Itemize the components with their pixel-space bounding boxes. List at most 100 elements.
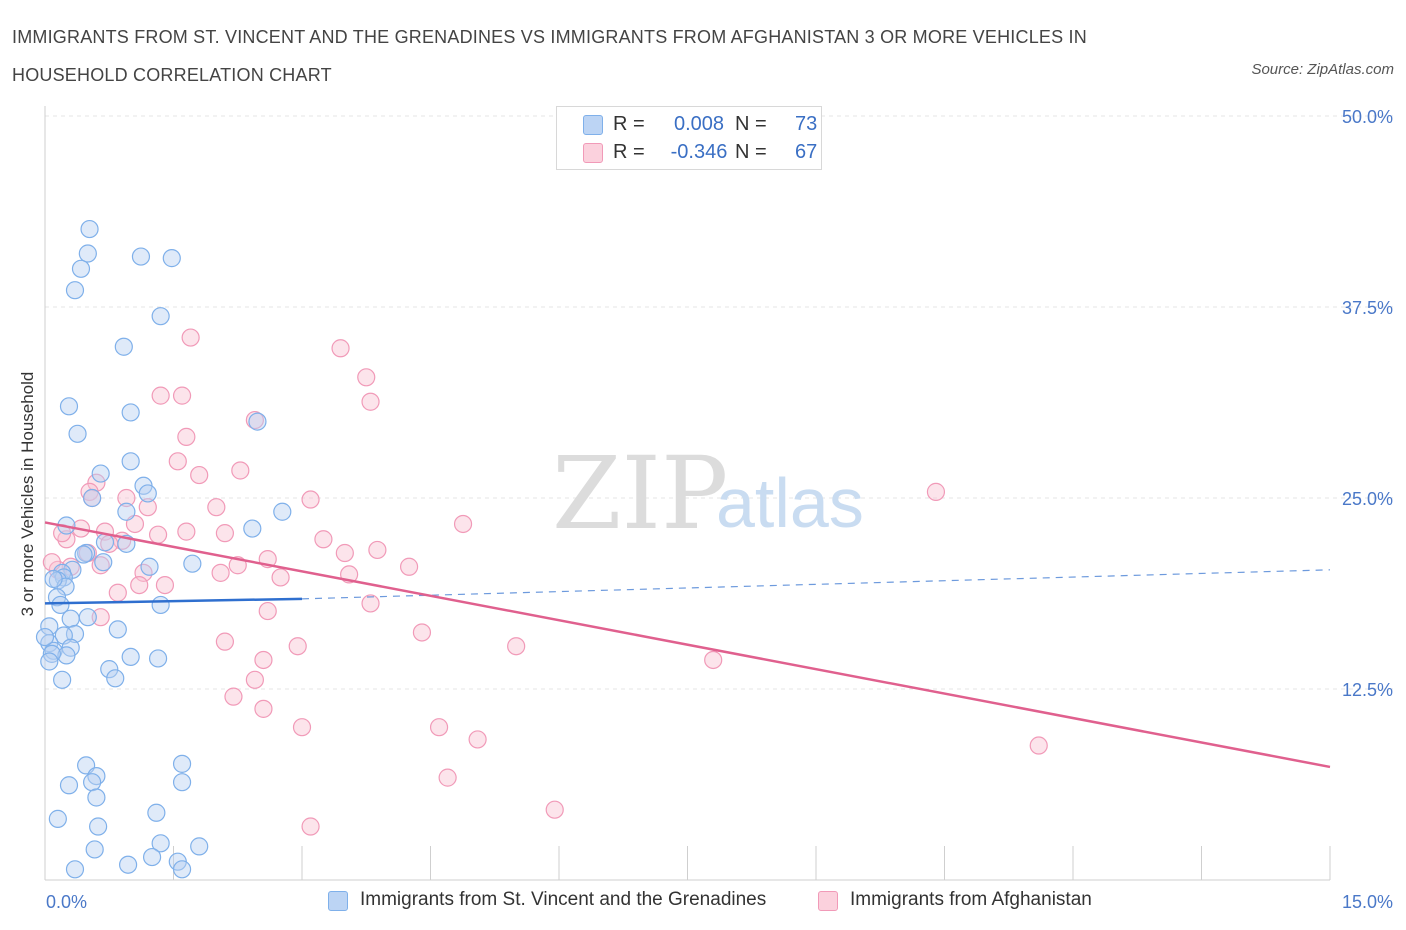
- data-point: [288, 637, 307, 656]
- data-point: [453, 514, 473, 534]
- data-point: [254, 699, 273, 718]
- data-point: [89, 817, 108, 836]
- data-point: [207, 498, 226, 517]
- legend-swatch-blue: [328, 891, 348, 911]
- y-tick-label: 12.5%: [1342, 680, 1393, 700]
- data-point: [172, 773, 192, 792]
- data-point: [215, 632, 234, 651]
- data-point: [183, 554, 202, 573]
- data-point: [545, 800, 564, 819]
- data-point: [181, 328, 200, 347]
- data-point: [44, 569, 63, 589]
- data-point: [121, 452, 140, 471]
- data-point: [140, 557, 159, 576]
- data-point: [74, 545, 93, 564]
- data-point: [83, 488, 102, 508]
- data-point: [1029, 736, 1048, 755]
- data-point: [148, 649, 168, 668]
- data-point: [85, 840, 104, 859]
- data-point: [59, 397, 79, 416]
- trend-line-st-vincent-extension: [301, 569, 1331, 600]
- data-point: [91, 608, 110, 627]
- y-axis-label: 3 or more Vehicles in Household: [18, 372, 37, 617]
- legend-swatch-pink: [818, 891, 838, 911]
- data-point: [190, 465, 209, 485]
- legend-n-label: N =: [735, 141, 767, 163]
- data-point: [68, 424, 87, 443]
- legend-n-value: 67: [795, 141, 818, 163]
- data-point: [211, 563, 230, 582]
- legend-n-value: 73: [795, 113, 818, 135]
- data-point: [147, 803, 166, 822]
- legend-n-label: N =: [735, 113, 767, 135]
- data-point: [172, 754, 192, 773]
- data-point: [155, 575, 175, 595]
- trend-line-st-vincent: [44, 597, 303, 605]
- data-point: [95, 533, 115, 552]
- grid-lines: [45, 115, 1395, 690]
- data-point: [35, 627, 55, 647]
- x-tick-label: 15.0%: [1342, 892, 1393, 912]
- series-afghanistan-points: [42, 328, 1048, 836]
- data-point: [314, 530, 333, 549]
- data-point: [130, 575, 149, 595]
- data-point: [131, 247, 151, 266]
- data-point: [53, 670, 72, 689]
- data-point: [245, 670, 264, 689]
- data-point: [926, 482, 946, 501]
- x-tick-label: 0.0%: [46, 892, 87, 912]
- data-point: [507, 637, 526, 656]
- legend-r-label: R =: [613, 113, 645, 135]
- data-point: [190, 837, 209, 856]
- data-point: [151, 834, 170, 853]
- data-point: [71, 259, 91, 278]
- data-point: [121, 403, 140, 422]
- data-point: [57, 646, 76, 665]
- data-point: [177, 522, 196, 541]
- data-point: [61, 609, 80, 628]
- data-point: [168, 452, 187, 471]
- data-point: [138, 498, 157, 517]
- data-point: [94, 553, 113, 572]
- data-point: [117, 502, 136, 521]
- data-point: [438, 768, 457, 787]
- data-point: [258, 601, 277, 621]
- data-point: [224, 687, 243, 706]
- legend-r-value: -0.346: [670, 141, 728, 163]
- axes: [44, 106, 1331, 881]
- data-point: [59, 776, 79, 795]
- data-point: [48, 809, 67, 828]
- data-point: [331, 339, 350, 358]
- data-point: [357, 368, 376, 387]
- legend-swatch-blue: [583, 115, 603, 135]
- data-point: [151, 386, 170, 405]
- data-point: [301, 817, 320, 836]
- data-point: [40, 652, 59, 671]
- data-point: [273, 502, 292, 521]
- data-point: [172, 860, 192, 879]
- chart-title: IMMIGRANTS FROM ST. VINCENT AND THE GREN…: [12, 27, 1087, 85]
- data-point: [114, 337, 133, 356]
- data-point: [271, 568, 290, 587]
- data-point: [231, 461, 250, 480]
- data-point: [172, 386, 192, 405]
- data-point: [468, 730, 487, 749]
- data-point: [138, 484, 157, 503]
- data-point: [301, 490, 320, 509]
- legend-r-label: R =: [613, 141, 645, 163]
- data-point: [429, 718, 449, 737]
- data-point: [108, 620, 127, 639]
- data-point: [151, 307, 170, 326]
- data-point: [148, 525, 168, 544]
- watermark-zip: ZIP: [552, 435, 728, 552]
- data-point: [361, 594, 380, 613]
- tick-labels: 12.5% 25.0% 37.5% 50.0% 0.0% 15.0%: [46, 107, 1393, 912]
- y-tick-label: 37.5%: [1342, 298, 1393, 318]
- data-point: [65, 281, 85, 300]
- data-point: [142, 847, 162, 867]
- y-tick-label: 25.0%: [1342, 489, 1393, 509]
- data-point: [100, 660, 119, 679]
- data-point: [162, 249, 181, 268]
- data-point: [254, 650, 273, 670]
- legend-label-st-vincent: Immigrants from St. Vincent and the Gren…: [360, 889, 767, 910]
